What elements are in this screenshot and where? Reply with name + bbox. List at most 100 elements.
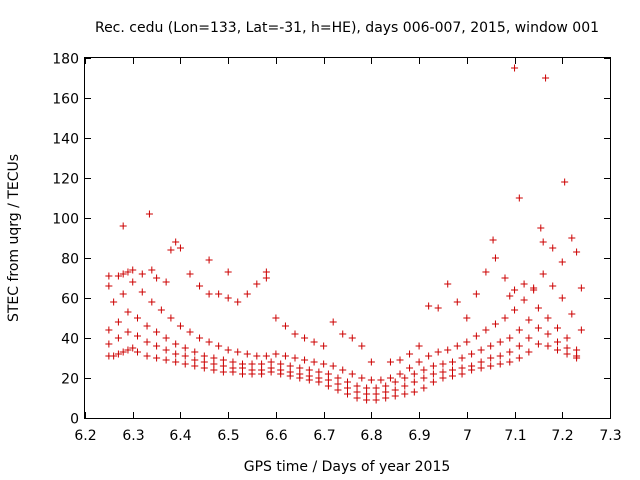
data-point (248, 366, 256, 374)
data-point (549, 282, 557, 290)
data-point (119, 348, 127, 356)
data-point (258, 366, 266, 374)
data-point (272, 350, 280, 358)
x-tick-label: 6.9 (408, 428, 430, 444)
data-point (329, 318, 337, 326)
data-point (382, 382, 390, 390)
data-point (496, 338, 504, 346)
x-tick-label: 6.5 (217, 428, 239, 444)
data-point (415, 342, 423, 350)
data-point (501, 314, 509, 322)
data-point (377, 376, 385, 384)
data-point (401, 382, 409, 390)
data-point (196, 282, 204, 290)
data-point (429, 378, 437, 386)
data-point (162, 278, 170, 286)
data-point (243, 290, 251, 298)
data-point (191, 362, 199, 370)
data-point (196, 334, 204, 342)
data-point (262, 268, 270, 276)
data-point (563, 344, 571, 352)
data-point (305, 372, 313, 380)
data-point (334, 374, 342, 382)
data-point (506, 334, 514, 342)
data-point (344, 384, 351, 392)
data-point (200, 352, 208, 360)
data-point (348, 370, 356, 378)
data-point (200, 358, 208, 366)
data-point (429, 370, 437, 378)
data-point (219, 356, 227, 364)
data-point (176, 244, 184, 252)
data-point (577, 326, 585, 334)
y-tick-label: 20 (61, 372, 79, 388)
data-point (515, 326, 523, 334)
data-point (463, 314, 471, 322)
x-tick-label: 6.7 (313, 428, 335, 444)
data-point (253, 352, 261, 360)
data-points (105, 64, 585, 404)
data-point (129, 278, 137, 286)
data-point (296, 364, 304, 372)
data-point (124, 308, 132, 316)
data-point (534, 304, 542, 312)
data-point (434, 348, 442, 356)
data-point (496, 360, 504, 368)
data-point (525, 316, 533, 324)
data-point (281, 352, 289, 360)
data-point (315, 368, 323, 376)
data-point (262, 352, 270, 360)
data-point (267, 358, 275, 366)
data-point (449, 358, 456, 366)
data-point (391, 386, 399, 394)
data-point (530, 286, 538, 294)
data-point (181, 344, 189, 352)
data-point (305, 366, 313, 374)
data-point (496, 352, 504, 360)
data-point (258, 360, 266, 368)
data-point (506, 358, 514, 366)
data-point (372, 390, 380, 398)
data-point (224, 268, 232, 276)
data-point (515, 342, 523, 350)
data-point (191, 356, 199, 364)
data-point (491, 320, 499, 328)
data-point (110, 298, 118, 306)
data-point (511, 306, 519, 314)
data-point (353, 394, 361, 402)
data-point (143, 322, 151, 330)
data-point (324, 382, 332, 390)
data-point (129, 266, 137, 274)
data-point (561, 178, 569, 186)
data-point (539, 270, 547, 278)
data-point (344, 390, 351, 398)
data-point (391, 392, 399, 400)
data-point (114, 334, 122, 342)
data-point (558, 258, 566, 266)
data-point (124, 268, 132, 276)
data-point (544, 330, 552, 338)
data-point (506, 348, 514, 356)
data-point (477, 358, 485, 366)
data-point (482, 326, 490, 334)
data-point (477, 346, 485, 354)
data-point (501, 274, 509, 282)
data-point (444, 280, 452, 288)
data-point (324, 376, 332, 384)
data-point (172, 350, 180, 358)
data-point (391, 378, 399, 386)
data-point (320, 360, 328, 368)
data-point (286, 368, 294, 376)
data-point (458, 370, 466, 378)
data-point (458, 364, 466, 372)
data-point (372, 384, 380, 392)
data-point (515, 194, 523, 202)
data-point (396, 370, 404, 378)
data-point (568, 234, 576, 242)
data-point (334, 386, 342, 394)
data-point (248, 360, 256, 368)
data-point (472, 290, 480, 298)
data-point (215, 290, 223, 298)
data-point (439, 374, 447, 382)
data-point (138, 288, 146, 296)
